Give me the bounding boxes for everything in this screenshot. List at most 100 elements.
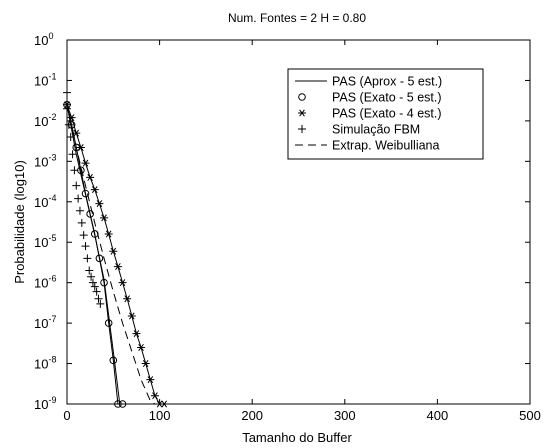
- data-point-plus: [66, 132, 75, 141]
- series-line: [66, 104, 156, 405]
- x-tick-label: 300: [334, 408, 356, 423]
- legend-label: PAS (Aprox - 5 est.): [332, 75, 442, 89]
- x-tick-label: 0: [63, 408, 70, 423]
- series-none-dashed: [66, 104, 156, 405]
- y-tick-exponent: -2: [48, 112, 56, 122]
- data-point-star: [100, 214, 109, 222]
- y-tick-base: 10: [34, 397, 48, 412]
- x-tick-label: 500: [519, 408, 541, 423]
- data-point-circle: [81, 189, 90, 198]
- y-tick-label: 10-2: [34, 112, 56, 129]
- series-line: [66, 104, 165, 405]
- x-tick-label: 200: [241, 408, 263, 423]
- data-point-circle: [95, 254, 104, 263]
- data-point-circle: [100, 278, 108, 287]
- y-tick-label: 10-6: [34, 274, 56, 291]
- y-tick-base: 10: [34, 316, 48, 331]
- y-tick-label: 10-5: [34, 233, 56, 250]
- data-point-circle: [86, 210, 94, 218]
- data-point-star: [104, 230, 113, 238]
- y-tick-exponent: -3: [48, 152, 56, 162]
- data-point-plus: [85, 266, 94, 275]
- series-none-solid: [66, 104, 121, 405]
- data-point-plus: [68, 150, 77, 159]
- data-point-star: [298, 109, 306, 117]
- data-point-plus: [94, 294, 103, 303]
- data-point-plus: [298, 125, 306, 133]
- data-point-plus: [70, 166, 79, 175]
- data-point-plus: [81, 242, 90, 251]
- y-tick-exponent: -6: [48, 274, 56, 284]
- legend-item: PAS (Aprox - 5 est.): [295, 75, 442, 89]
- data-point-star: [95, 200, 104, 208]
- y-tick-exponent: -1: [48, 71, 56, 81]
- y-tick-exponent: -7: [48, 314, 56, 324]
- x-tick-label: 400: [427, 408, 449, 423]
- data-point-plus: [72, 181, 81, 190]
- data-point-star: [109, 247, 118, 255]
- data-point-plus: [63, 88, 71, 97]
- y-tick-label: 10-7: [34, 314, 56, 331]
- series-line: [66, 104, 121, 405]
- data-point-star: [160, 400, 169, 408]
- data-point-star: [76, 143, 85, 151]
- data-point-star: [86, 173, 95, 181]
- data-point-plus: [74, 194, 83, 203]
- y-tick-exponent: 0: [48, 31, 53, 41]
- data-point-star: [123, 295, 132, 303]
- data-point-plus: [79, 231, 88, 240]
- data-point-star: [141, 360, 150, 368]
- data-point-star: [118, 279, 127, 287]
- y-tick-label: 10-3: [34, 152, 56, 169]
- legend-label: Extrap. Weibulliana: [332, 139, 440, 153]
- y-tick-label: 10-9: [34, 395, 56, 412]
- legend-label: PAS (Exato - 5 est.): [332, 91, 442, 105]
- data-point-plus: [88, 278, 97, 287]
- data-point-plus: [92, 287, 101, 296]
- data-point-star: [132, 330, 141, 338]
- series-layer: [63, 88, 169, 408]
- legend: PAS (Aprox - 5 est.) PAS (Exato - 5 est.)…: [287, 68, 484, 160]
- data-point-plus: [83, 254, 92, 263]
- y-tick-base: 10: [34, 114, 48, 129]
- data-point-plus: [87, 272, 96, 281]
- data-point-plus: [96, 299, 105, 308]
- legend-item: PAS (Exato - 5 est.): [298, 91, 442, 105]
- data-point-star: [146, 376, 155, 384]
- y-tick-exponent: -8: [48, 355, 56, 365]
- y-axis-label: Probabilidade (log10): [12, 160, 27, 284]
- y-tick-label: 10-1: [34, 71, 56, 88]
- series-plus-none: [63, 88, 105, 308]
- legend-label: PAS (Exato - 4 est.): [332, 107, 442, 121]
- y-tick-base: 10: [34, 154, 48, 169]
- y-tick-exponent: -9: [48, 395, 56, 405]
- y-tick-base: 10: [34, 235, 48, 250]
- x-tick-label: 100: [149, 408, 171, 423]
- legend-label: Simulação FBM: [332, 123, 420, 137]
- data-point-circle: [109, 356, 118, 365]
- data-point-circle: [118, 400, 127, 408]
- data-point-star: [113, 263, 122, 271]
- chart-title: Num. Fontes = 2 H = 0.80: [228, 11, 366, 25]
- data-point-star: [150, 392, 159, 400]
- data-point-star: [81, 159, 90, 167]
- data-point-plus: [75, 206, 84, 215]
- data-point-star: [127, 312, 136, 320]
- y-tick-base: 10: [34, 33, 48, 48]
- y-tick-label: 10-8: [34, 355, 56, 372]
- legend-item: Extrap. Weibulliana: [295, 139, 440, 153]
- data-point-circle: [298, 93, 306, 101]
- y-tick-label: 100: [34, 31, 53, 48]
- legend-box: [287, 68, 484, 160]
- data-point-circle: [114, 400, 122, 408]
- y-tick-base: 10: [34, 276, 48, 291]
- y-tick-exponent: -5: [48, 233, 56, 243]
- y-tick-label: 10-4: [34, 193, 56, 210]
- y-tick-base: 10: [34, 195, 48, 210]
- y-tick-exponent: -4: [48, 193, 56, 203]
- x-axis-label: Tamanho do Buffer: [242, 430, 352, 445]
- legend-item: PAS (Exato - 4 est.): [298, 107, 442, 121]
- data-point-plus: [77, 218, 86, 227]
